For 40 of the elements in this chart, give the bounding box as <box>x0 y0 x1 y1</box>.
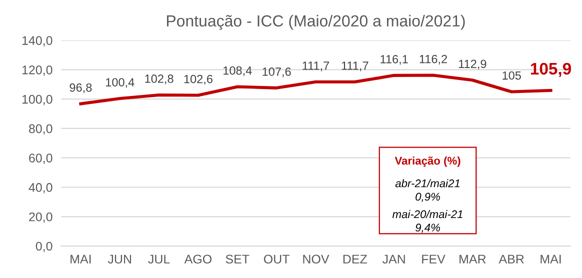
chart-title: Pontuação - ICC (Maio/2020 a maio/2021) <box>167 14 465 30</box>
y-tick-label: 40,0 <box>28 183 52 194</box>
data-label: 100,4 <box>106 78 134 88</box>
data-label: 105,9 <box>530 62 572 78</box>
y-tick-label: 80,0 <box>28 124 52 135</box>
annotation: mai-20/mai-21 <box>392 210 462 218</box>
annotation: 0,9% <box>416 192 440 202</box>
x-tick-label: NOV <box>303 254 330 264</box>
annotation: Variação (%) <box>394 156 460 167</box>
x-tick-label: MAR <box>460 254 486 264</box>
x-tick-label: ABR <box>498 254 524 264</box>
x-tick-label: DEZ <box>343 254 368 264</box>
x-tick-label: JAN <box>382 254 405 264</box>
y-tick-label: 0,0 <box>36 242 52 252</box>
data-label: 111,7 <box>302 62 330 72</box>
data-label: 102,8 <box>145 74 174 84</box>
x-tick-label: SET <box>226 254 250 264</box>
y-tick-label: 140,0 <box>22 36 52 46</box>
data-label: 116,2 <box>420 54 447 65</box>
data-label: 102,6 <box>184 74 212 85</box>
y-tick-label: 60,0 <box>29 154 52 164</box>
x-tick-label: JUN <box>108 254 131 264</box>
y-tick-label: 20,0 <box>29 212 52 223</box>
x-tick-label: MAI <box>70 254 91 264</box>
data-label: 116,1 <box>380 55 408 65</box>
y-tick-label: 120,0 <box>22 66 52 76</box>
data-label: 111,7 <box>342 62 368 72</box>
x-tick-label: AGO <box>184 254 212 264</box>
data-label: 107,6 <box>262 68 291 78</box>
data-label: 105 <box>502 71 521 80</box>
data-label: 96,8 <box>70 83 92 94</box>
data-label: 108,4 <box>224 66 252 76</box>
x-tick-label: JUL <box>148 254 170 264</box>
data-label: 112,9 <box>458 60 486 70</box>
annotation: 9,4% <box>415 224 440 233</box>
annotation: abr-21/mai21 <box>395 179 460 188</box>
y-tick-label: 100,0 <box>22 94 52 106</box>
x-tick-label: OUT <box>264 254 290 264</box>
x-tick-label: MAI <box>540 254 561 264</box>
x-tick-label: FEV <box>422 254 446 264</box>
